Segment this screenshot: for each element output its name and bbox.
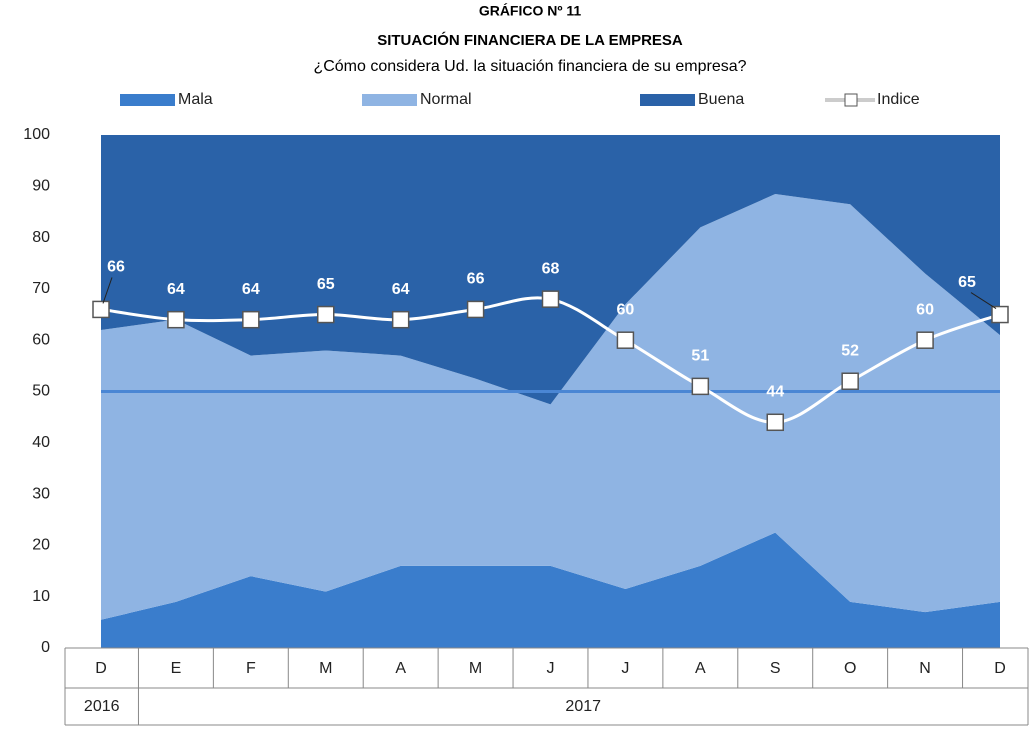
year-label: 2016 <box>84 698 120 715</box>
x-tick-label: J <box>547 660 555 677</box>
y-tick-label: 90 <box>32 178 50 195</box>
index-marker <box>242 310 260 329</box>
index-marker <box>317 305 335 324</box>
x-tick-label: D <box>994 660 1006 677</box>
index-label: 44 <box>766 383 784 400</box>
area <box>101 193 1000 620</box>
legend-swatch <box>640 94 695 106</box>
y-tick-label: 80 <box>32 229 50 246</box>
y-tick-label: 40 <box>32 434 50 451</box>
index-label: 64 <box>167 281 185 298</box>
index-marker <box>991 305 1009 324</box>
index-label: 64 <box>242 281 260 298</box>
chart-question: ¿Cómo considera Ud. la situación financi… <box>313 58 746 75</box>
chart-title: GRÁFICO Nº 11 <box>479 3 582 19</box>
legend-marker <box>844 93 858 107</box>
index-marker <box>391 310 410 329</box>
y-tick-label: 10 <box>32 588 50 605</box>
index-label: 60 <box>916 301 934 318</box>
index-label: 66 <box>467 271 485 288</box>
index-label: 65 <box>317 276 335 293</box>
index-label: 66 <box>107 259 125 276</box>
y-tick-label: 100 <box>23 126 50 143</box>
legend-label: Buena <box>698 91 744 108</box>
y-tick-label: 50 <box>32 383 50 400</box>
area <box>101 135 1000 405</box>
y-tick-label: 70 <box>32 280 50 297</box>
leader-line <box>970 292 997 309</box>
index-label: 60 <box>617 301 635 318</box>
y-tick-label: 30 <box>32 485 50 502</box>
y-tick-label: 60 <box>32 331 50 348</box>
index-marker <box>691 377 710 396</box>
index-marker <box>841 372 859 390</box>
area <box>101 532 1000 648</box>
x-tick-label: D <box>95 660 107 677</box>
x-tick-label: M <box>469 660 482 677</box>
legend-label: Mala <box>178 91 213 108</box>
x-tick-label: A <box>695 660 706 677</box>
index-label: 52 <box>841 342 859 359</box>
index-marker <box>766 413 784 432</box>
legend-swatch <box>362 94 417 106</box>
index-marker <box>466 300 485 319</box>
index-label: 51 <box>691 348 709 365</box>
x-tick-label: J <box>621 660 629 677</box>
x-tick-label: O <box>844 660 856 677</box>
index-marker <box>916 331 934 349</box>
index-marker <box>167 310 185 329</box>
index-label: 65 <box>958 274 976 291</box>
x-tick-label: A <box>395 660 406 677</box>
chart-subtitle: SITUACIÓN FINANCIERA DE LA EMPRESA <box>377 31 683 49</box>
y-tick-label: 20 <box>32 537 50 554</box>
index-label: 68 <box>542 260 560 277</box>
y-tick-label: 0 <box>41 639 50 656</box>
x-tick-label: E <box>171 660 182 677</box>
year-label: 2017 <box>565 698 601 715</box>
legend-swatch <box>120 94 175 106</box>
x-tick-label: S <box>770 660 781 677</box>
x-tick-label: F <box>246 660 256 677</box>
index-marker <box>616 331 635 349</box>
index-marker <box>92 300 110 319</box>
legend-label: Normal <box>420 91 472 108</box>
leader-line <box>102 277 113 304</box>
index-label: 64 <box>392 281 410 298</box>
x-tick-label: M <box>319 660 332 677</box>
x-tick-label: N <box>919 660 931 677</box>
index-marker <box>541 290 560 308</box>
legend-label: Indice <box>877 91 920 108</box>
